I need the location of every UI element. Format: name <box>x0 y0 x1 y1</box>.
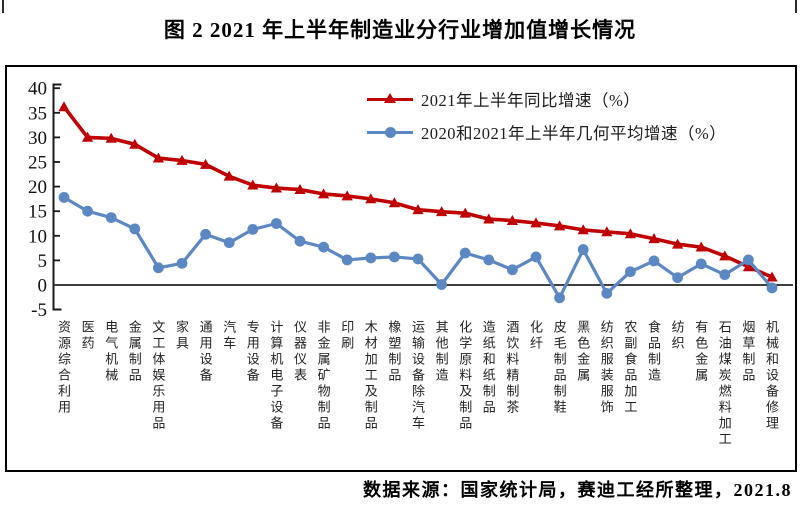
geomean-point-marker <box>695 258 707 270</box>
yoy-point-marker <box>577 224 589 235</box>
y-axis-tick-label: 0 <box>38 276 48 297</box>
chart-legend: 2021年上半年同比增速（%） 2020和2021年上半年几何平均增速（%） <box>367 87 726 144</box>
yoy-point-marker <box>247 179 259 190</box>
geomean-point-marker <box>58 192 70 203</box>
y-axis-tick-label: 10 <box>28 226 47 247</box>
y-axis-tick-label: -5 <box>31 300 47 321</box>
geomean-point-marker <box>271 218 282 229</box>
geomean-point-marker <box>459 247 471 259</box>
geomean-point-marker <box>341 254 353 266</box>
geomean-point-marker <box>577 244 589 255</box>
y-axis-tick-label: 25 <box>28 153 47 174</box>
yoy-point-marker <box>200 158 212 169</box>
yoy-point-marker <box>436 206 448 217</box>
yoy-point-marker <box>672 238 684 249</box>
yoy-point-marker <box>294 183 306 194</box>
legend-label-geomean: 2020和2021年上半年几何平均增速（%） <box>421 124 727 143</box>
y-axis-tick-label: 20 <box>28 177 47 198</box>
yoy-point-marker <box>318 188 330 199</box>
y-axis-tick-label: 5 <box>38 251 48 272</box>
yoy-point-marker <box>506 214 518 225</box>
y-axis-tick-label: 35 <box>28 103 47 124</box>
geomean-point-marker <box>153 262 164 274</box>
yoy-point-marker <box>530 217 542 228</box>
figure-title: 图 2 2021 年上半年制造业分行业增加值增长情况 <box>163 18 637 42</box>
geomean-point-marker <box>625 266 636 278</box>
geomean-point-marker <box>648 255 660 267</box>
yoy-point-marker <box>341 190 353 201</box>
legend-label-yoy: 2021年上半年同比增速（%） <box>421 91 641 110</box>
geomean-point-marker <box>483 254 495 266</box>
geomean-point-marker <box>365 252 377 264</box>
yoy-point-marker <box>459 207 471 218</box>
geomean-point-marker <box>200 228 212 240</box>
circle-marker-icon <box>367 120 413 144</box>
chart-frame: 40 35 30 25 20 15 10 5 0 -5 2021年上半年同比增速（%） 2020和… <box>5 65 797 472</box>
yoy-point-marker <box>742 261 754 272</box>
yoy-point-marker <box>388 197 400 208</box>
geomean-point-marker <box>507 264 518 276</box>
geomean-point-marker <box>389 251 400 263</box>
geomean-point-marker <box>743 254 754 266</box>
geomean-point-marker <box>129 223 141 235</box>
geomean-point-marker <box>412 253 424 265</box>
geomean-point-marker <box>247 224 259 235</box>
yoy-point-marker <box>152 152 164 163</box>
legend-item-yoy: 2021年上半年同比增速（%） <box>367 87 726 111</box>
yoy-point-marker <box>412 204 424 215</box>
line-chart: 40 35 30 25 20 15 10 5 0 -5 <box>28 79 793 321</box>
page-border-fragment-right <box>795 0 797 13</box>
yoy-point-marker <box>270 182 282 193</box>
geomean-point-marker <box>719 269 731 281</box>
yoy-point-marker <box>601 226 613 237</box>
geomean-point-marker <box>105 212 117 223</box>
geomean-point-marker <box>672 272 683 284</box>
geomean-point-marker <box>294 235 306 247</box>
y-axis-tick-label: 40 <box>28 79 47 100</box>
yoy-point-marker <box>648 233 660 244</box>
yoy-point-marker <box>695 241 707 252</box>
yoy-point-marker <box>365 193 377 204</box>
geomean-point-marker <box>82 205 93 217</box>
yoy-point-marker <box>766 271 778 282</box>
yoy-point-marker <box>82 131 94 142</box>
geomean-point-marker <box>530 251 542 263</box>
yoy-point-marker <box>483 213 495 224</box>
yoy-point-marker <box>554 220 566 231</box>
yoy-point-marker <box>719 250 731 261</box>
yoy-point-marker <box>105 132 117 143</box>
y-axis-tick-label: 30 <box>28 128 47 149</box>
triangle-marker-icon <box>367 87 413 111</box>
page-border-fragment-left <box>2 0 4 13</box>
geomean-point-marker <box>601 287 613 299</box>
yoy-point-marker <box>223 170 235 181</box>
yoy-point-marker <box>129 138 141 149</box>
source-note: 数据来源：国家统计局，赛迪工经所整理，2021.8 <box>363 480 792 500</box>
legend-item-geomean: 2020和2021年上半年几何平均增速（%） <box>367 120 726 144</box>
geomean-point-marker <box>766 282 778 294</box>
geomean-point-marker <box>223 237 235 249</box>
geomean-point-marker <box>436 279 447 290</box>
yoy-point-marker <box>176 154 188 165</box>
yoy-point-marker <box>624 228 636 239</box>
geomean-point-marker <box>176 257 188 269</box>
geomean-point-marker <box>318 241 329 253</box>
geomean-point-marker <box>554 292 565 304</box>
y-axis-tick-label: 15 <box>28 202 47 223</box>
yoy-point-marker <box>58 101 70 112</box>
